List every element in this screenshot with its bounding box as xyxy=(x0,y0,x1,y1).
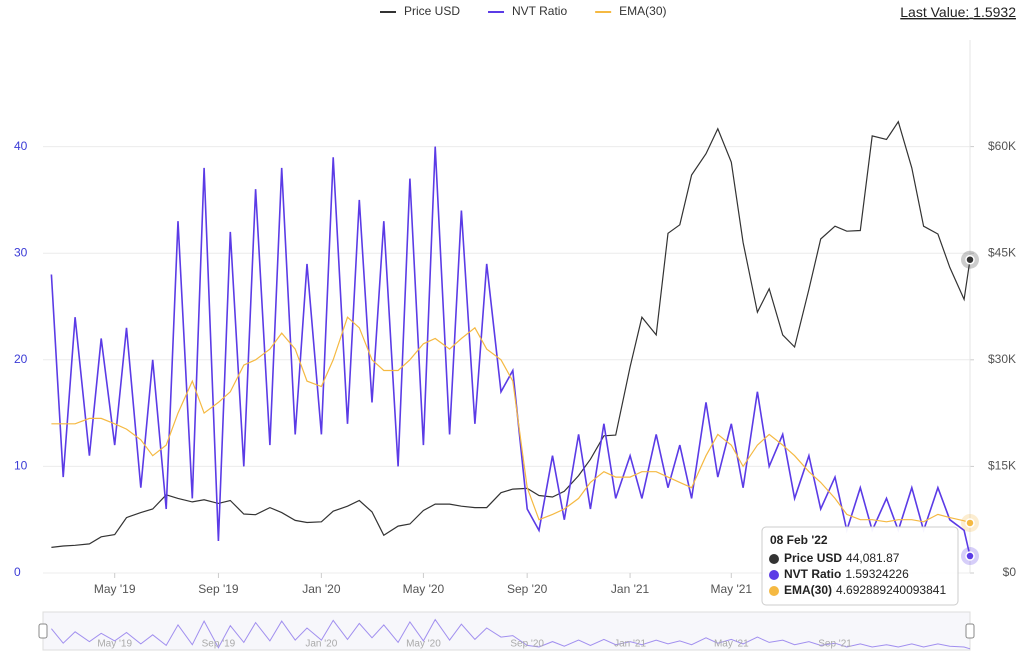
navigator-tick-label: May '21 xyxy=(714,639,749,650)
tooltip-value: 1.59324226 xyxy=(845,567,909,581)
x-tick-label: May '20 xyxy=(403,582,445,596)
series-line xyxy=(51,120,971,548)
tooltip-row: Price USD 44,081.87 xyxy=(784,551,900,565)
tooltip-dot xyxy=(769,586,779,596)
legend-label: Price USD xyxy=(404,4,460,18)
tooltip-dot xyxy=(769,554,779,564)
legend-item[interactable]: NVT Ratio xyxy=(488,4,567,18)
tooltip-value: 4.692889240093841 xyxy=(836,583,946,597)
y2-tick-label: $0 xyxy=(1003,565,1017,579)
navigator-handle[interactable] xyxy=(965,623,975,639)
navigator[interactable]: May '19 Sep '19 Jan '20 May '20 Sep '20 Jan '… xyxy=(38,611,975,651)
series-line xyxy=(51,316,971,524)
navigator-handle[interactable] xyxy=(38,623,48,639)
navigator-tick-label: May '20 xyxy=(406,639,441,650)
x-tick-label: Sep '19 xyxy=(198,582,239,596)
y2-tick-label: $15K xyxy=(988,459,1016,473)
legend-label: NVT Ratio xyxy=(512,4,567,18)
end-marker xyxy=(965,551,975,561)
navigator-tick-label: Sep '20 xyxy=(510,639,544,650)
plot xyxy=(50,120,979,566)
y-tick-label: 30 xyxy=(14,245,28,259)
y2-tick-label: $60K xyxy=(988,139,1016,153)
navigator-line xyxy=(51,618,971,650)
series-line xyxy=(50,146,971,557)
legend-item[interactable]: Price USD xyxy=(380,4,460,18)
tooltip-series-name: EMA(30) xyxy=(784,583,832,597)
tooltip-row: NVT Ratio 1.59324226 xyxy=(784,567,909,581)
legend-item[interactable]: EMA(30) xyxy=(595,4,667,18)
end-marker xyxy=(965,518,975,528)
last-value-label: Last Value: xyxy=(900,4,969,20)
tooltip: 08 Feb '22 Price USD 44,081.87 NVT Ratio 1.5… xyxy=(761,526,959,606)
last-value[interactable]: Last Value: 1.5932 xyxy=(900,4,1016,20)
tooltip-dot xyxy=(769,570,779,580)
y-tick-label: 10 xyxy=(14,459,28,473)
navigator-tick-label: Sep '19 xyxy=(202,639,236,650)
tooltip-series-name: Price USD xyxy=(784,551,842,565)
tooltip-box xyxy=(761,526,959,606)
tooltip-title: 08 Feb '22 xyxy=(770,533,828,547)
y-tick-label: 20 xyxy=(14,352,28,366)
tooltip-row: EMA(30) 4.692889240093841 xyxy=(784,583,946,597)
x-tick-label: Sep '20 xyxy=(507,582,548,596)
x-tick-label: May '19 xyxy=(94,582,136,596)
legend: Price USD NVT Ratio EMA(30) xyxy=(380,4,667,18)
legend-label: EMA(30) xyxy=(619,4,666,18)
x-tick-label: Jan '21 xyxy=(611,582,650,596)
tooltip-series-name: NVT Ratio xyxy=(784,567,841,581)
last-value-number: 1.5932 xyxy=(973,4,1016,20)
x-tick-label: May '21 xyxy=(710,582,752,596)
y2-tick-label: $30K xyxy=(988,352,1016,366)
y-tick-label: 0 xyxy=(14,565,21,579)
y2-tick-label: $45K xyxy=(988,245,1016,259)
axes: 0 10 20 30 40 $0 $15K $30K $45K $60K May '19 Sep '1… xyxy=(14,139,1016,596)
y-tick-label: 40 xyxy=(14,139,28,153)
tooltip-value: 44,081.87 xyxy=(846,551,900,565)
x-tick-label: Jan '20 xyxy=(302,582,341,596)
end-marker xyxy=(965,254,975,265)
navigator-tick-label: Jan '21 xyxy=(614,639,646,650)
navigator-tick-label: Jan '20 xyxy=(305,639,337,650)
navigator-tick-label: May '19 xyxy=(97,639,132,650)
navigator-tick-label: Sep '21 xyxy=(818,639,852,650)
